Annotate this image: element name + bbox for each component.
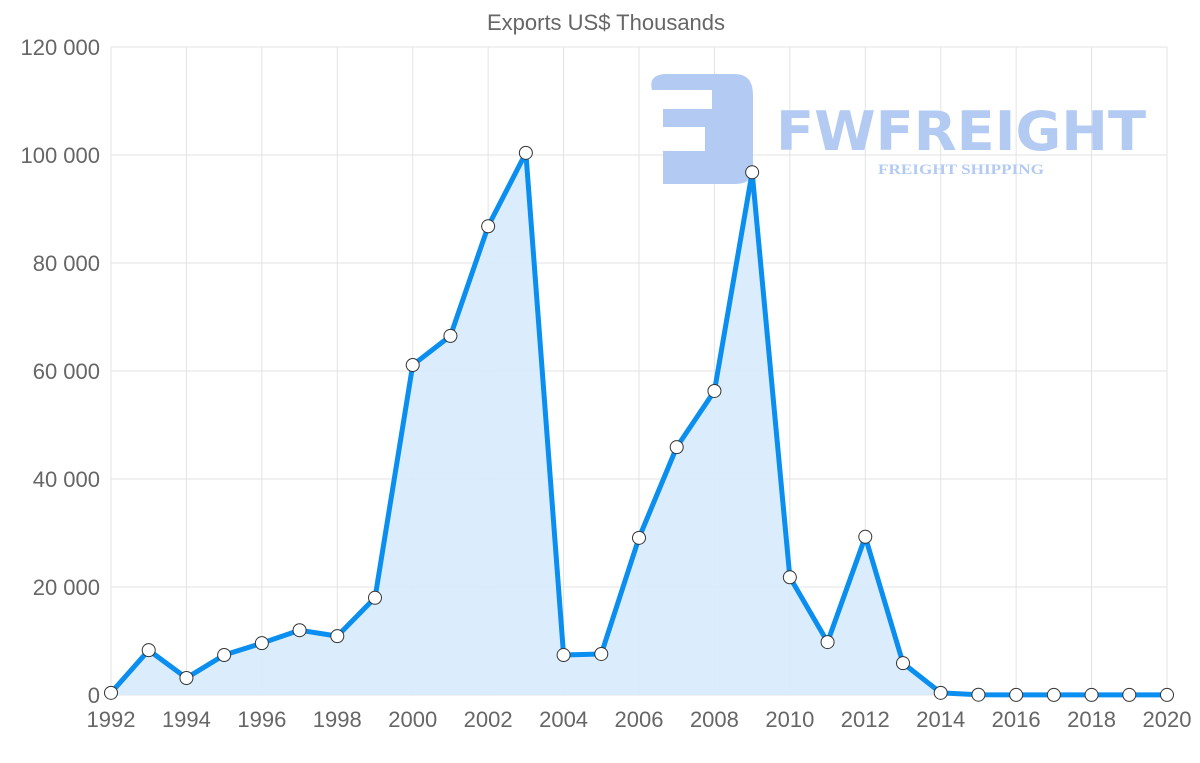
x-tick-label: 2018 bbox=[1067, 707, 1116, 732]
data-point[interactable] bbox=[594, 646, 609, 661]
data-point[interactable] bbox=[556, 648, 571, 663]
x-tick-label: 2006 bbox=[615, 707, 664, 732]
y-axis: 0 20 000 40 000 60 000 80 000 100 000 120 000 bbox=[20, 35, 100, 708]
data-point[interactable] bbox=[1160, 687, 1174, 702]
x-tick-label: 2016 bbox=[992, 707, 1041, 732]
chart-title: Exports US$ Thousands bbox=[487, 10, 725, 35]
data-point[interactable] bbox=[858, 529, 873, 544]
y-tick-label: 80 000 bbox=[33, 251, 100, 276]
data-point[interactable] bbox=[141, 643, 156, 658]
data-point[interactable] bbox=[669, 440, 684, 455]
logo-mark-icon bbox=[651, 74, 753, 184]
data-point[interactable] bbox=[368, 590, 382, 605]
data-point[interactable] bbox=[1122, 687, 1137, 702]
x-tick-label: 1998 bbox=[313, 707, 362, 732]
data-point[interactable] bbox=[481, 219, 496, 234]
data-point[interactable] bbox=[1084, 687, 1099, 702]
y-tick-label: 40 000 bbox=[33, 467, 100, 492]
data-point[interactable] bbox=[405, 358, 420, 373]
x-axis: 1992 1994 1996 1998 2000 2002 2004 2006 2008 2010… bbox=[87, 707, 1192, 732]
y-tick-label: 20 000 bbox=[33, 575, 100, 600]
series-layer bbox=[104, 145, 1174, 702]
data-point[interactable] bbox=[330, 629, 345, 644]
x-tick-label: 2002 bbox=[464, 707, 513, 732]
x-tick-label: 2000 bbox=[388, 707, 437, 732]
x-tick-label: 2014 bbox=[916, 707, 965, 732]
x-tick-label: 2010 bbox=[765, 707, 814, 732]
x-tick-label: 1996 bbox=[237, 707, 286, 732]
data-point[interactable] bbox=[292, 623, 307, 638]
data-point[interactable] bbox=[896, 656, 910, 671]
data-point[interactable] bbox=[745, 165, 760, 180]
data-point[interactable] bbox=[217, 648, 232, 663]
x-tick-label: 1992 bbox=[87, 707, 136, 732]
series-area bbox=[111, 152, 1167, 696]
data-point[interactable] bbox=[632, 530, 646, 545]
x-tick-label: 2008 bbox=[690, 707, 739, 732]
y-tick-label: 100 000 bbox=[20, 143, 100, 168]
data-point[interactable] bbox=[971, 687, 986, 702]
data-point[interactable] bbox=[782, 570, 797, 585]
data-point[interactable] bbox=[1009, 687, 1024, 702]
data-point[interactable] bbox=[104, 685, 118, 700]
data-point[interactable] bbox=[820, 635, 835, 650]
data-point[interactable] bbox=[1046, 687, 1061, 702]
x-tick-label: 2012 bbox=[841, 707, 890, 732]
logo-tagline: FREIGHT SHIPPING bbox=[878, 162, 1044, 178]
data-point[interactable] bbox=[933, 685, 948, 700]
data-point[interactable] bbox=[443, 328, 458, 343]
y-tick-label: 0 bbox=[88, 683, 100, 708]
data-point[interactable] bbox=[254, 636, 269, 651]
logo-brand: FWFREIGHT bbox=[776, 100, 1146, 163]
y-tick-label: 60 000 bbox=[33, 359, 100, 384]
y-tick-label: 120 000 bbox=[20, 35, 100, 60]
x-tick-label: 1994 bbox=[162, 707, 211, 732]
fwfreight-logo-watermark: FWFREIGHT FREIGHT SHIPPING bbox=[651, 74, 1146, 184]
data-point[interactable] bbox=[179, 670, 194, 685]
data-point[interactable] bbox=[518, 145, 533, 160]
x-tick-label: 2004 bbox=[539, 707, 588, 732]
data-point[interactable] bbox=[707, 383, 722, 398]
x-tick-label: 2020 bbox=[1143, 707, 1192, 732]
